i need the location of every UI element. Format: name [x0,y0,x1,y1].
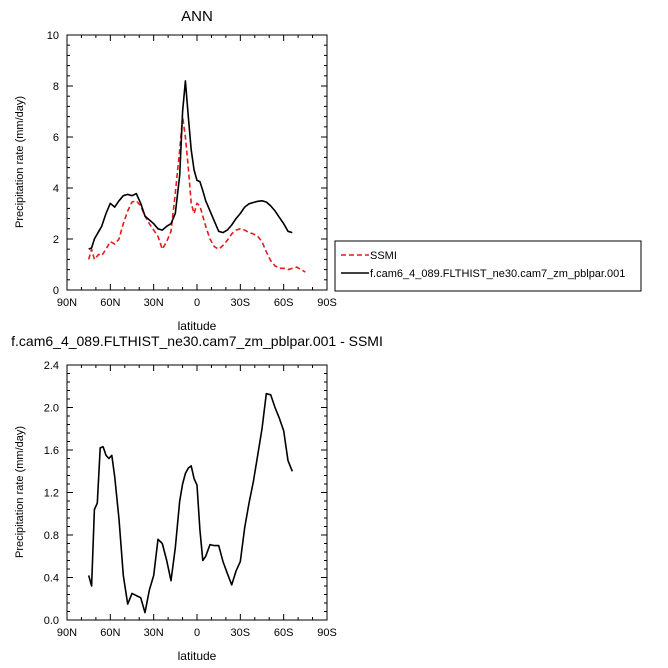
x-tick-label: 30N [144,627,164,639]
y-tick-label: 0 [53,285,59,297]
y-tick-label: 4 [53,183,59,195]
y-tick-label: 2.0 [44,403,59,415]
x-tick-label: 0 [194,627,200,639]
x-tick-label: 30S [231,627,251,639]
x-tick-label: 60S [274,297,294,309]
bottom-series-line-difference [87,392,294,614]
bottom-axis-ticks: 90N 60N 30N 0 30S 60S 90S 0.0 0.4 0.8 1.2 1.6 2.0 2.4 [44,360,337,639]
bottom-chart-title: f.cam6_4_089.FLTHIST_ne30.cam7_zm_pblpar… [11,333,383,349]
x-tick-label: 30S [231,297,251,309]
y-tick-label: 8 [53,81,59,93]
y-tick-label: 2 [53,234,59,246]
top-chart-title: ANN [181,8,213,25]
x-tick-label: 0 [194,297,200,309]
x-tick-label: 90S [317,297,337,309]
top-plot-frame [66,34,328,291]
legend-label-model: f.cam6_4_089.FLTHIST_ne30.cam7_zm_pblpar… [370,268,625,280]
top-series-group [87,80,306,273]
y-tick-label: 2.4 [44,360,59,372]
bottom-y-axis-label: Precipitation rate (mm/day) [14,426,26,558]
x-tick-label: 60N [100,297,120,309]
top-axis-ticks: 90N 60N 30N 0 30S 60S 90S 0 2 4 6 8 10 [47,30,337,309]
x-tick-label: 60S [274,627,294,639]
x-tick-label: 60N [100,627,120,639]
y-tick-label: 0.4 [44,573,59,585]
y-tick-label: 10 [47,30,59,42]
legend-box [334,240,642,292]
x-tick-label: 90N [57,297,77,309]
legend-label-ssmi: SSMI [370,250,397,262]
top-y-axis-label: Precipitation rate (mm/day) [14,96,26,228]
top-series-line-ssmi [87,115,306,273]
y-tick-label: 1.2 [44,488,59,500]
x-tick-label: 30N [144,297,164,309]
y-tick-label: 6 [53,132,59,144]
x-tick-label: 90N [57,627,77,639]
y-tick-label: 0.0 [44,615,59,627]
x-tick-label: 90S [317,627,337,639]
y-tick-label: 0.8 [44,530,59,542]
bottom-series-group [87,392,294,614]
top-x-axis-label: latitude [178,319,217,333]
bottom-chart: f.cam6_4_089.FLTHIST_ne30.cam7_zm_pblpar… [11,333,383,663]
top-series-line-model [88,80,293,250]
top-legend: SSMI f.cam6_4_089.FLTHIST_ne30.cam7_zm_p… [334,240,642,292]
bottom-x-axis-label: latitude [178,649,217,663]
y-tick-label: 1.6 [44,445,59,457]
